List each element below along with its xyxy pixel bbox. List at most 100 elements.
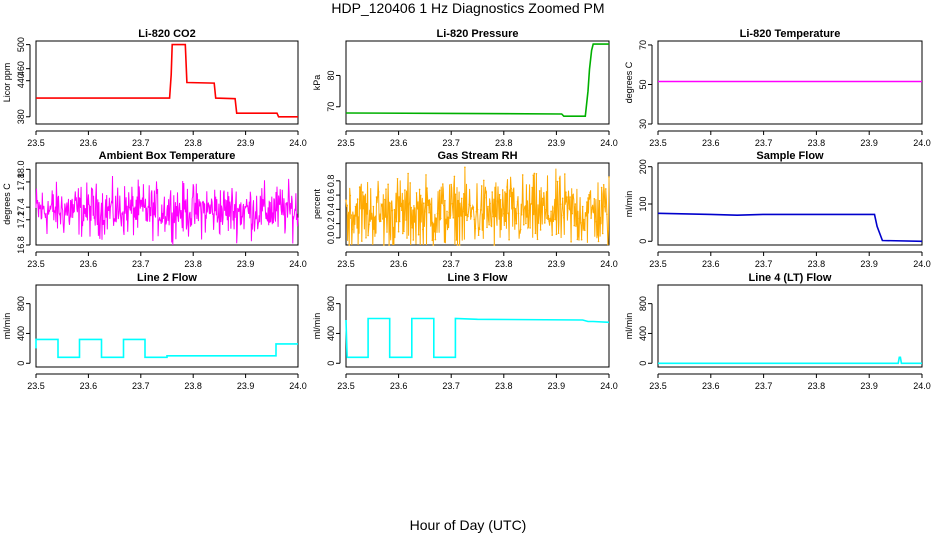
data-point: [407, 172, 409, 175]
x-tick-label: 23.6: [390, 138, 408, 148]
x-tick-label: 23.8: [184, 259, 202, 269]
x-tick-label: 23.9: [548, 259, 566, 269]
data-point: [404, 189, 406, 191]
y-axis-label: degrees C: [624, 61, 634, 103]
series-line: [345, 317, 610, 359]
data-point: [464, 166, 466, 169]
data-point: [402, 232, 404, 235]
data-point: [591, 206, 593, 209]
data-point: [508, 238, 510, 241]
data-point: [471, 208, 474, 210]
x-tick-label: 23.7: [755, 138, 773, 148]
data-point: [460, 197, 463, 200]
data-point: [434, 238, 437, 241]
data-point: [604, 205, 606, 208]
data-point: [366, 213, 368, 215]
data-point: [425, 174, 427, 176]
data-point: [491, 191, 494, 193]
data-point: [585, 215, 587, 217]
data-point: [514, 208, 517, 210]
x-tick-label: 23.7: [132, 259, 150, 269]
data-point: [438, 189, 441, 192]
data-point: [374, 215, 377, 218]
data-point: [527, 226, 529, 229]
data-point: [525, 222, 527, 225]
data-point: [445, 218, 447, 221]
data-point: [605, 188, 607, 190]
data-point: [517, 212, 520, 215]
x-axis-label: Hour of Day (UTC): [409, 517, 527, 533]
data-point: [419, 194, 422, 197]
data-point: [465, 214, 467, 216]
data-point: [540, 207, 543, 210]
plot-frame: [657, 284, 923, 368]
data-point: [602, 184, 605, 186]
data-point: [413, 221, 416, 223]
data-point: [535, 173, 538, 175]
data-point: [526, 216, 528, 218]
data-point: [457, 215, 460, 218]
y-tick-label: 100: [638, 196, 648, 211]
data-point: [442, 183, 444, 185]
data-point: [564, 173, 566, 175]
series-line: [657, 212, 923, 243]
data-point: [519, 228, 522, 231]
data-point: [376, 196, 379, 198]
data-point: [544, 222, 546, 224]
data-point: [424, 211, 426, 213]
data-point: [569, 196, 571, 198]
data-point: [597, 240, 600, 243]
data-point: [580, 238, 583, 241]
y-tick-label: 0: [16, 361, 26, 366]
data-point: [432, 244, 435, 246]
data-point: [469, 204, 471, 207]
data-point: [590, 217, 592, 219]
x-tick-label: 24.0: [913, 381, 931, 391]
y-tick-label: 380: [16, 109, 26, 124]
data-point: [558, 177, 561, 179]
y-tick-label: 30: [638, 119, 648, 129]
plot-frame: [35, 162, 299, 246]
data-point: [539, 229, 542, 231]
data-point: [496, 200, 499, 202]
y-tick-label: 0: [638, 239, 648, 244]
x-tick-label: 23.8: [495, 138, 513, 148]
y-tick-label: 17.8: [16, 173, 26, 191]
y-axis-label: ml/min: [312, 313, 322, 340]
panel-6: Sample Flow 23.5 23.6 23.7 23.8 23.9 24.0 0 100 2…: [624, 150, 931, 269]
data-point: [543, 192, 545, 194]
panel-5: Gas Stream RH 23.5 23.6 23.7 23.8 23.9 24.0 0.0…: [312, 150, 618, 269]
data-point: [456, 244, 459, 246]
x-tick-label: 23.6: [80, 138, 98, 148]
data-point: [443, 204, 445, 207]
panel-title: Gas Stream RH: [437, 150, 517, 162]
y-axis-label: Licor ppm: [2, 63, 12, 103]
y-tick-label: 80: [326, 70, 336, 80]
data-point: [520, 214, 523, 216]
data-point: [534, 232, 537, 235]
data-point: [418, 188, 421, 191]
data-point: [583, 218, 585, 221]
data-point: [383, 244, 385, 246]
data-point: [433, 230, 436, 233]
data-point: [516, 201, 519, 203]
y-tick-label: 0.6: [326, 189, 336, 202]
panel-4: Ambient Box Temperature 23.5 23.6 23.7 23.8 2…: [2, 150, 307, 269]
data-point: [352, 216, 355, 218]
data-point: [596, 233, 599, 236]
series-line: [35, 175, 299, 246]
data-point: [369, 220, 372, 222]
data-point: [356, 198, 359, 200]
y-tick-label: 0.0: [326, 232, 336, 245]
x-tick-label: 24.0: [913, 259, 931, 269]
data-point: [412, 239, 415, 241]
y-tick-label: 400: [16, 326, 26, 341]
data-point: [390, 202, 393, 205]
data-point: [538, 190, 541, 192]
data-point: [511, 191, 513, 194]
data-point: [572, 194, 574, 196]
data-point: [345, 199, 347, 202]
data-point: [392, 226, 395, 229]
data-point: [475, 210, 478, 213]
data-point: [447, 216, 449, 219]
